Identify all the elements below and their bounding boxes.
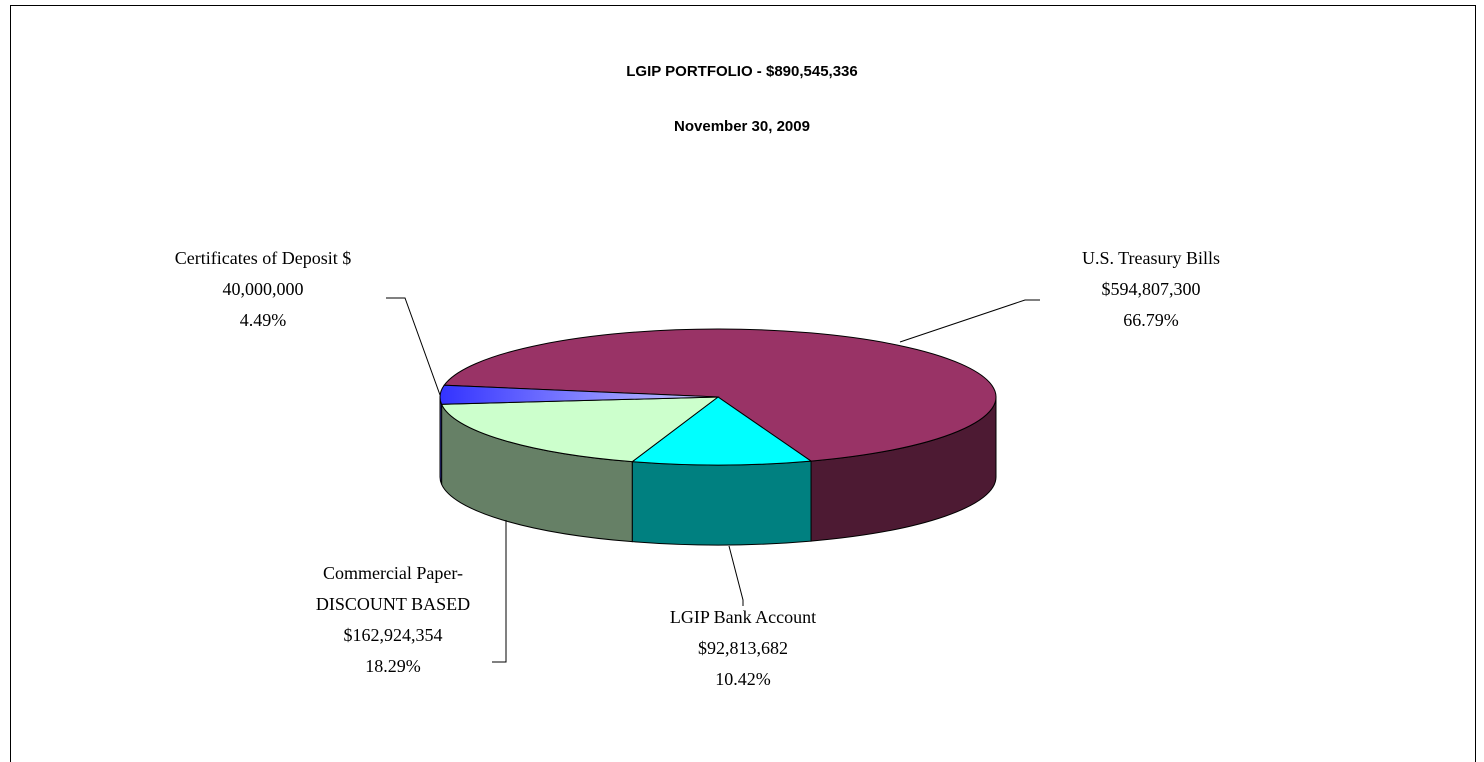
- leader-line: [386, 297, 441, 396]
- data-label: Certificates of Deposit $ 40,000,000 4.49%: [133, 243, 393, 336]
- label-value: $92,813,682: [698, 637, 788, 658]
- data-label: Commercial Paper-DISCOUNT BASED $162,924,…: [293, 558, 493, 682]
- pie-slice: [443, 328, 997, 462]
- label-value: $162,924,354: [343, 624, 443, 645]
- label-value: $594,807,300: [1101, 278, 1201, 299]
- pie-side: [631, 460, 812, 546]
- data-label: LGIP Bank Account $92,813,682 10.42%: [613, 602, 873, 695]
- label-percent: 10.42%: [715, 668, 771, 689]
- leader-line: [728, 545, 744, 606]
- label-category: Commercial Paper-DISCOUNT BASED: [315, 562, 471, 614]
- chart-title: LGIP PORTFOLIO - $890,545,336: [626, 63, 857, 80]
- chart-frame: [10, 5, 1476, 762]
- label-percent: 4.49%: [239, 309, 287, 330]
- label-category: LGIP Bank Account: [669, 606, 817, 627]
- label-percent: 18.29%: [365, 655, 421, 676]
- chart-subtitle: November 30, 2009: [674, 118, 810, 135]
- label-percent: 66.79%: [1123, 309, 1179, 330]
- data-label: U.S. Treasury Bills $594,807,300 66.79%: [1021, 243, 1281, 336]
- leader-line: [899, 299, 1040, 343]
- label-category: U.S. Treasury Bills: [1081, 247, 1221, 268]
- pie-slice: [630, 396, 813, 466]
- pie-slice: [440, 396, 720, 463]
- label-value: 40,000,000: [222, 278, 304, 299]
- pie-side: [439, 396, 443, 485]
- leader-line: [492, 520, 507, 663]
- label-category: Certificates of Deposit $: [174, 247, 352, 268]
